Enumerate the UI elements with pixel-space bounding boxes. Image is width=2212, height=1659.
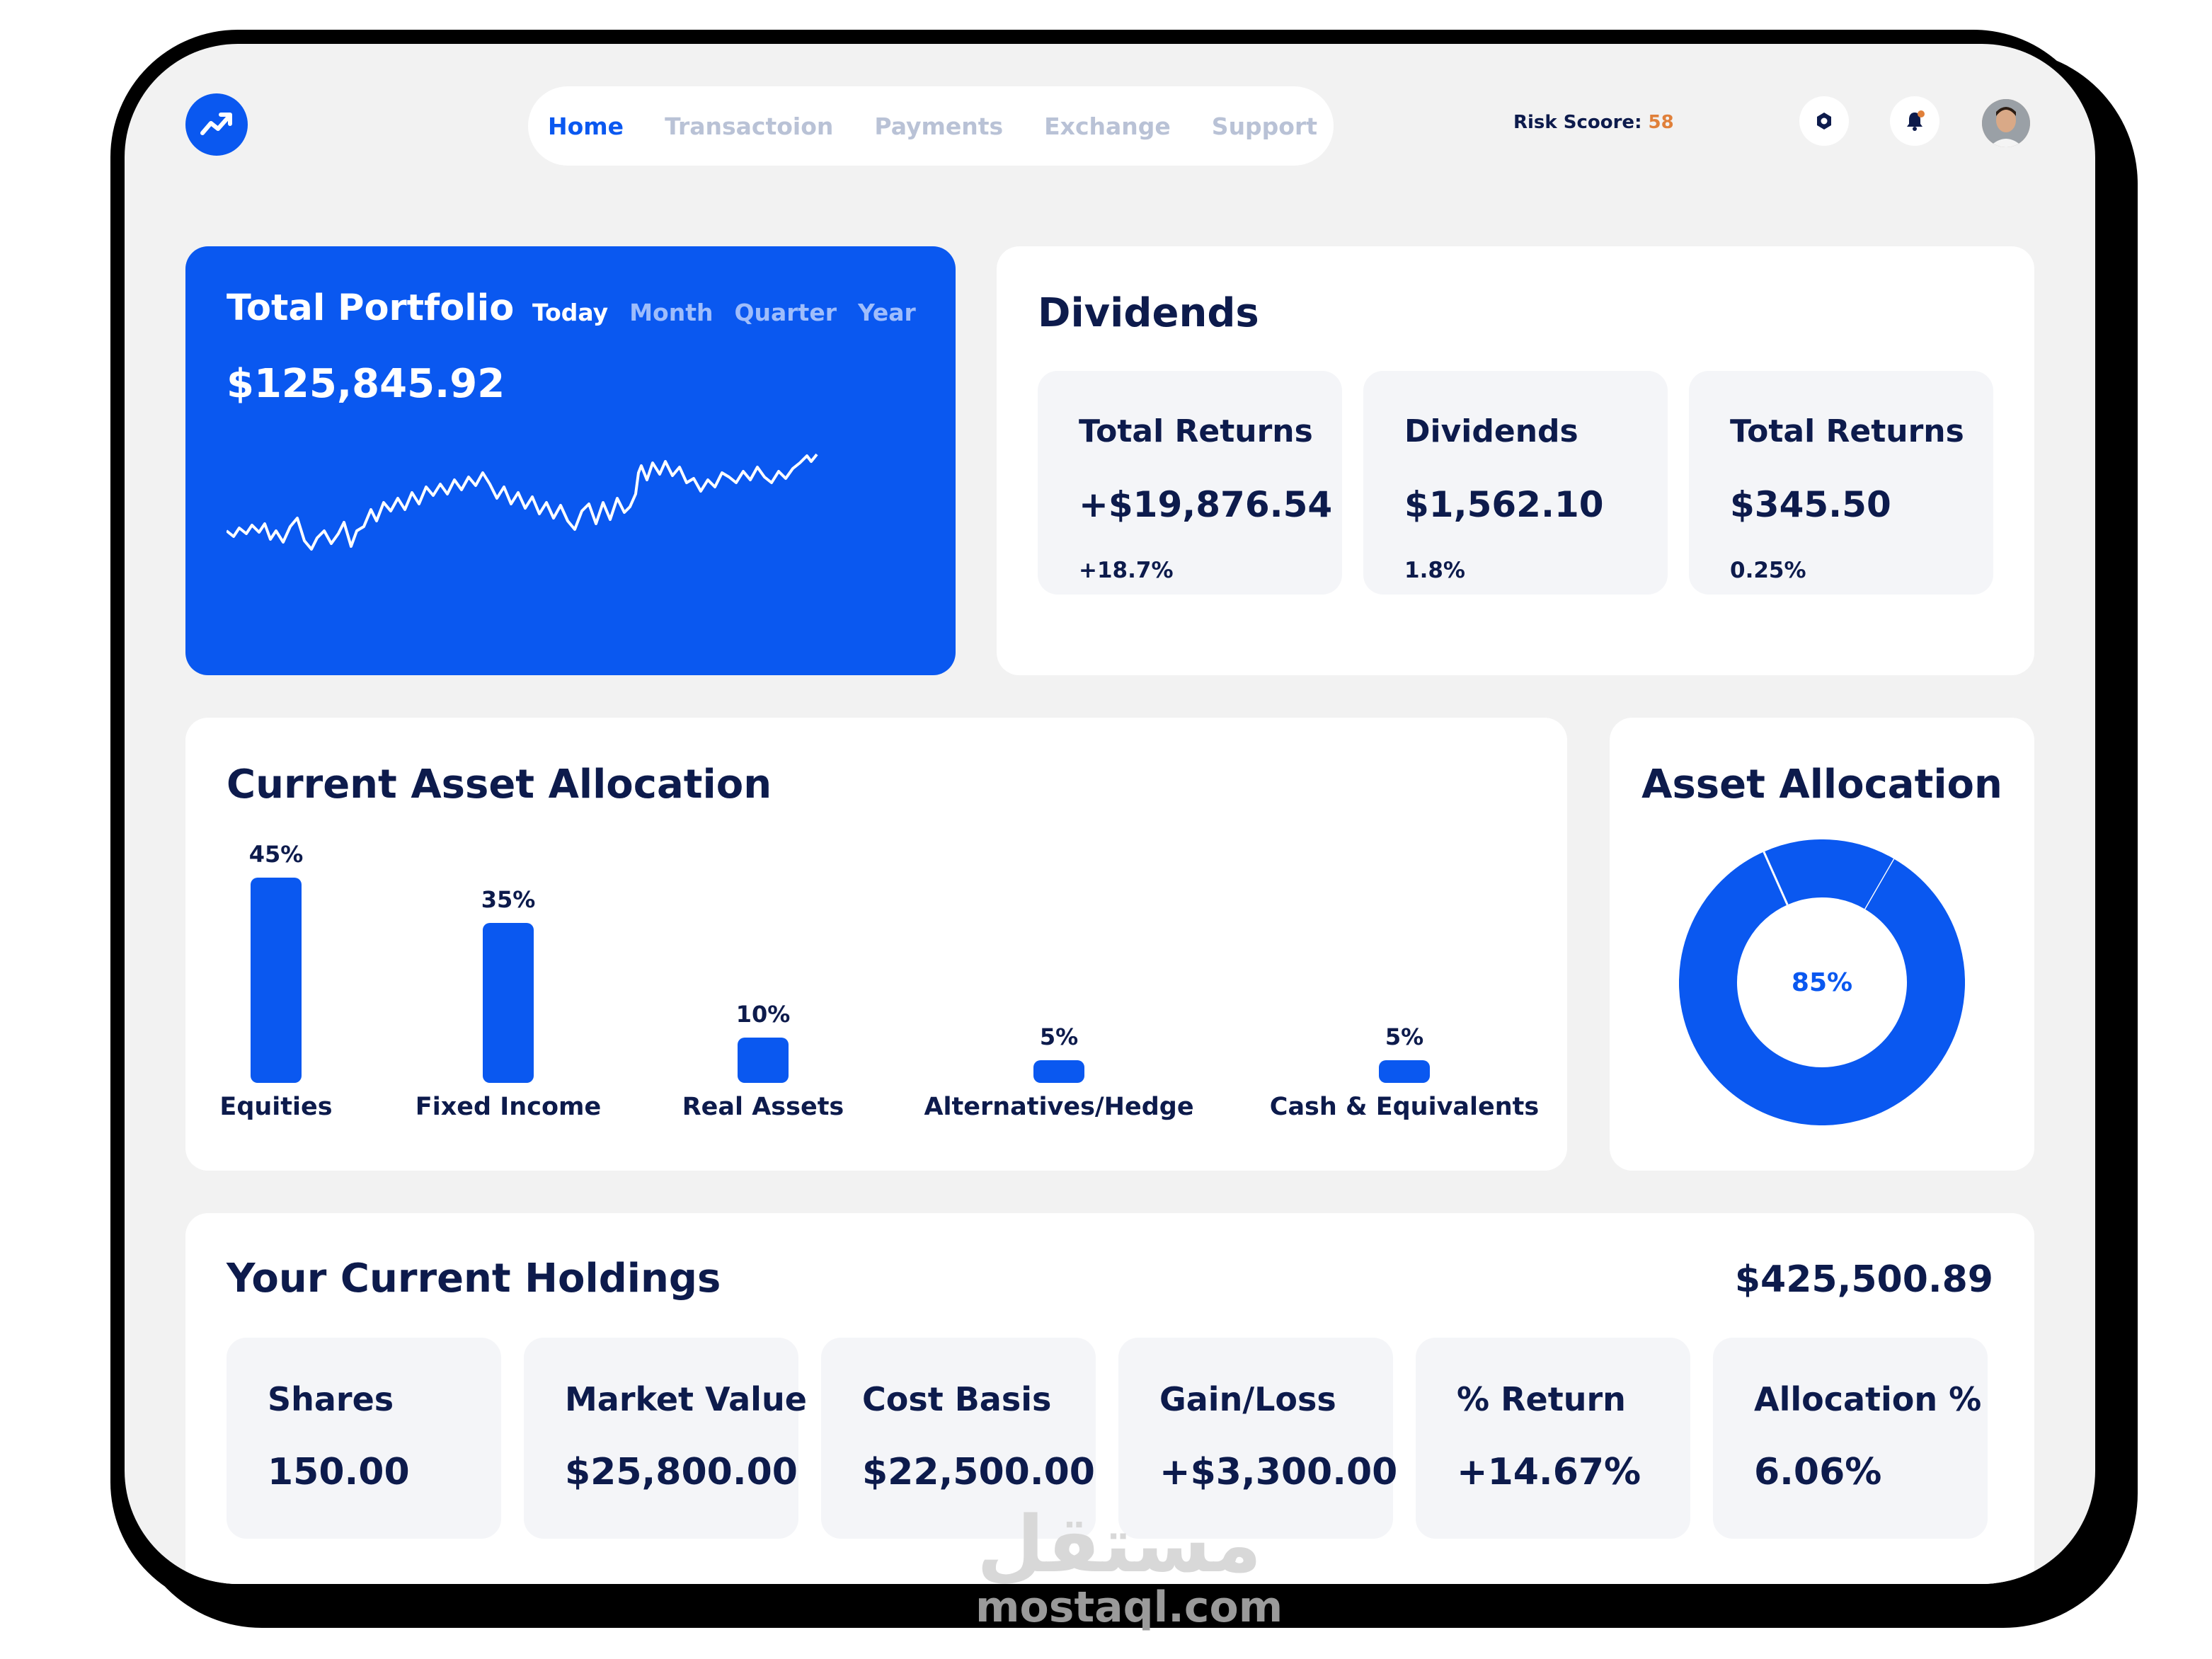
portfolio-period-tabs: Today Month Quarter Year — [532, 299, 937, 326]
donut-title: Asset Allocation — [1641, 762, 2002, 808]
holding-shares: Shares 150.00 — [227, 1338, 501, 1539]
portfolio-sparkline — [227, 453, 818, 551]
bell-icon — [1907, 110, 1925, 131]
bar-value-label: 5% — [1385, 1023, 1424, 1050]
holding-label: Gain/Loss — [1159, 1380, 1336, 1418]
allocation-title: Current Asset Allocation — [227, 762, 772, 808]
bar-category-label: Equities — [219, 1093, 333, 1121]
holdings-card: Your Current Holdings $425,500.89 Shares… — [185, 1213, 2034, 1584]
dashboard-screen: Home Transactoion Payments Exchange Supp… — [125, 44, 2095, 1584]
portfolio-value: $125,845.92 — [227, 361, 505, 407]
bar-value-label: 5% — [1039, 1023, 1079, 1050]
holdings-total: $425,500.89 — [1734, 1258, 1993, 1301]
holding-label: Market Value — [565, 1380, 807, 1418]
watermark-text: mostaql.com — [975, 1583, 1283, 1632]
donut-slice-separator — [1763, 851, 1789, 905]
bar-category-label: Cash & Equivalents — [1269, 1093, 1540, 1121]
holding-value: +14.67% — [1457, 1451, 1641, 1493]
portfolio-title: Total Portfolio — [227, 287, 515, 329]
bar-category-label: Real Assets — [682, 1093, 844, 1121]
notifications-button[interactable] — [1890, 96, 1939, 146]
tab-year[interactable]: Year — [858, 299, 916, 326]
allocation-donut-chart — [1679, 839, 1965, 1125]
holding-value: $25,800.00 — [565, 1451, 798, 1493]
nav-transaction[interactable]: Transactoion — [665, 112, 834, 140]
risk-score-value: 58 — [1648, 112, 1674, 133]
risk-score: Risk Scoore: 58 — [1513, 112, 1674, 133]
dividends-title: Dividends — [1038, 290, 1259, 336]
stat-dividends: Dividends $1,562.10 1.8% — [1363, 371, 1668, 595]
portfolio-card: Total Portfolio Today Month Quarter Year… — [185, 246, 956, 675]
holding-label: Shares — [268, 1380, 394, 1418]
stat-percent: 0.25% — [1730, 558, 1806, 583]
bar[interactable] — [1379, 1060, 1430, 1083]
risk-score-label: Risk Scoore: — [1513, 112, 1642, 133]
holding-value: +$3,300.00 — [1159, 1451, 1398, 1493]
tab-month[interactable]: Month — [629, 299, 714, 326]
nav-support[interactable]: Support — [1211, 112, 1318, 140]
stat-label: Dividends — [1404, 413, 1578, 449]
holding-market-value: Market Value $25,800.00 — [524, 1338, 807, 1539]
bar[interactable] — [251, 878, 302, 1083]
tab-quarter[interactable]: Quarter — [734, 299, 837, 326]
holding-value: $22,500.00 — [862, 1451, 1095, 1493]
bar-value-label: 45% — [248, 841, 304, 868]
bar-category-label: Alternatives/Hedge — [924, 1093, 1194, 1121]
holding-value: 6.06% — [1754, 1451, 1882, 1493]
stat-percent: +18.7% — [1079, 558, 1174, 583]
nav-payments[interactable]: Payments — [874, 112, 1004, 140]
dividends-card: Dividends Total Returns +$19,876.54 +18.… — [997, 246, 2034, 675]
holding-label: Cost Basis — [862, 1380, 1052, 1418]
holding-cost-basis: Cost Basis $22,500.00 — [821, 1338, 1096, 1539]
holding-return: % Return +14.67% — [1416, 1338, 1690, 1539]
bar-category-label: Fixed Income — [415, 1093, 602, 1121]
stat-label: Total Returns — [1730, 413, 1964, 449]
nav-home[interactable]: Home — [548, 112, 624, 140]
holding-label: Allocation % — [1754, 1380, 1982, 1418]
stat-value: +$19,876.54 — [1079, 484, 1333, 525]
donut-center-label: 85% — [1791, 968, 1853, 997]
tab-today[interactable]: Today — [532, 299, 609, 326]
bar[interactable] — [483, 923, 534, 1083]
top-nav: Home Transactoion Payments Exchange Supp… — [528, 86, 1334, 166]
holding-label: % Return — [1457, 1380, 1626, 1418]
watermark-arabic: مستقل — [977, 1499, 1262, 1590]
avatar[interactable] — [1982, 99, 2030, 147]
holding-allocation: Allocation % 6.06% — [1713, 1338, 1988, 1539]
stat-value: $345.50 — [1730, 484, 1891, 525]
holding-value: 150.00 — [268, 1451, 410, 1493]
stat-label: Total Returns — [1079, 413, 1313, 449]
stat-total-returns-2: Total Returns $345.50 0.25% — [1689, 371, 1993, 595]
holdings-title: Your Current Holdings — [227, 1256, 721, 1302]
bar-value-label: 10% — [735, 1001, 791, 1028]
asset-allocation-card: Current Asset Allocation 45% Equities 35% F… — [185, 718, 1567, 1171]
stat-percent: 1.8% — [1404, 558, 1465, 583]
bar[interactable] — [1033, 1060, 1084, 1083]
stat-value: $1,562.10 — [1404, 484, 1604, 525]
logo-trend-icon[interactable] — [185, 93, 248, 156]
settings-icon — [1817, 113, 1831, 130]
stat-total-returns: Total Returns +$19,876.54 +18.7% — [1038, 371, 1342, 595]
settings-button[interactable] — [1799, 96, 1849, 146]
holding-gain-loss: Gain/Loss +$3,300.00 — [1118, 1338, 1397, 1539]
asset-allocation-donut-card: Asset Allocation 85% — [1610, 718, 2034, 1171]
nav-exchange[interactable]: Exchange — [1044, 112, 1171, 140]
bar[interactable] — [738, 1038, 789, 1083]
bar-value-label: 35% — [481, 886, 536, 913]
